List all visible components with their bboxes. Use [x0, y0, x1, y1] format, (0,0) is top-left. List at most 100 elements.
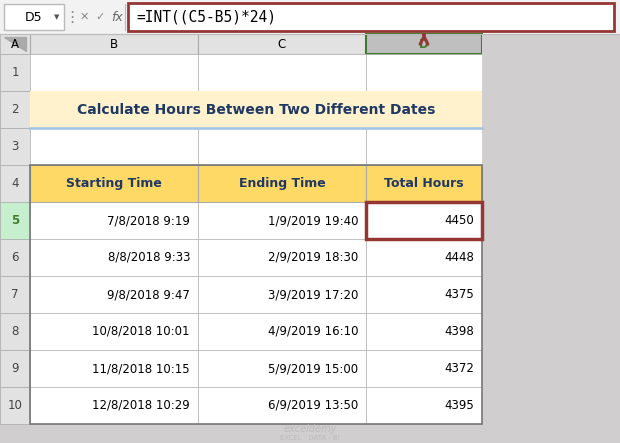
Bar: [482, 387, 620, 424]
Bar: [30, 165, 198, 202]
Bar: [30, 387, 198, 424]
Text: 4448: 4448: [444, 251, 474, 264]
Bar: [482, 34, 620, 54]
Bar: [198, 313, 366, 350]
Bar: [198, 91, 366, 128]
Bar: [0, 239, 30, 276]
Text: 4375: 4375: [445, 288, 474, 301]
Bar: [198, 165, 366, 202]
Bar: [198, 165, 366, 202]
Bar: [198, 34, 366, 54]
Bar: [366, 313, 482, 350]
Text: 4450: 4450: [445, 214, 474, 227]
Text: 2: 2: [11, 103, 19, 116]
Bar: [0, 34, 620, 54]
Bar: [366, 54, 482, 91]
Text: 1/9/2019 19:40: 1/9/2019 19:40: [267, 214, 358, 227]
Bar: [30, 313, 198, 350]
Bar: [0, 54, 30, 91]
Bar: [366, 276, 482, 313]
Text: A: A: [11, 38, 19, 51]
Text: ▼: ▼: [53, 14, 59, 20]
Bar: [482, 91, 620, 128]
Text: ✕: ✕: [79, 12, 89, 22]
Bar: [198, 350, 366, 387]
Bar: [0, 128, 30, 165]
Bar: [198, 202, 366, 239]
Bar: [4, 4, 64, 30]
Text: EXCEL · DATA · BI: EXCEL · DATA · BI: [280, 435, 340, 441]
Bar: [482, 350, 620, 387]
Bar: [0, 387, 30, 424]
Bar: [30, 128, 198, 165]
Text: 5/9/2019 15:00: 5/9/2019 15:00: [268, 362, 358, 375]
Text: 8/8/2018 9:33: 8/8/2018 9:33: [107, 251, 190, 264]
Text: 4372: 4372: [444, 362, 474, 375]
Bar: [482, 239, 620, 276]
Text: D5: D5: [25, 11, 43, 23]
Text: 9: 9: [11, 362, 19, 375]
Text: 5: 5: [11, 214, 19, 227]
Text: B: B: [110, 38, 118, 51]
Bar: [30, 350, 198, 387]
Text: 3: 3: [11, 140, 19, 153]
Bar: [0, 313, 30, 350]
Text: Calculate Hours Between Two Different Dates: Calculate Hours Between Two Different Da…: [77, 102, 435, 117]
Text: 4395: 4395: [445, 399, 474, 412]
Bar: [30, 202, 198, 239]
Bar: [30, 91, 198, 128]
Bar: [482, 276, 620, 313]
Bar: [366, 350, 482, 387]
Bar: [30, 165, 198, 202]
Bar: [482, 54, 620, 91]
Bar: [366, 387, 482, 424]
Text: exceldemy: exceldemy: [283, 424, 337, 434]
Text: fx: fx: [111, 11, 123, 23]
Bar: [0, 0, 620, 34]
Bar: [128, 3, 614, 31]
Bar: [0, 34, 30, 54]
Text: 1: 1: [11, 66, 19, 79]
Bar: [30, 276, 198, 313]
Bar: [0, 91, 30, 128]
Bar: [366, 165, 482, 202]
Text: C: C: [278, 38, 286, 51]
Bar: [30, 165, 482, 424]
Bar: [30, 34, 198, 54]
Text: 7: 7: [11, 288, 19, 301]
Bar: [366, 128, 482, 165]
Bar: [366, 202, 482, 239]
Text: 6: 6: [11, 251, 19, 264]
Bar: [366, 239, 482, 276]
Bar: [482, 313, 620, 350]
Text: Ending Time: Ending Time: [239, 177, 326, 190]
Bar: [366, 34, 482, 54]
Bar: [366, 91, 482, 128]
Bar: [482, 165, 620, 202]
Bar: [482, 128, 620, 165]
Text: 4398: 4398: [445, 325, 474, 338]
Text: ⋮: ⋮: [64, 9, 79, 24]
Text: Total Hours: Total Hours: [384, 177, 464, 190]
Bar: [198, 128, 366, 165]
Bar: [366, 202, 482, 239]
Bar: [0, 202, 30, 239]
Text: ✓: ✓: [95, 12, 105, 22]
Text: 6/9/2019 13:50: 6/9/2019 13:50: [268, 399, 358, 412]
Text: 7/8/2018 9:19: 7/8/2018 9:19: [107, 214, 190, 227]
Bar: [198, 54, 366, 91]
Text: 4: 4: [11, 177, 19, 190]
Bar: [198, 239, 366, 276]
Text: 10: 10: [7, 399, 22, 412]
Bar: [0, 350, 30, 387]
Text: Starting Time: Starting Time: [66, 177, 162, 190]
Text: 4/9/2019 16:10: 4/9/2019 16:10: [267, 325, 358, 338]
Text: 2/9/2019 18:30: 2/9/2019 18:30: [268, 251, 358, 264]
Bar: [0, 165, 30, 202]
Text: 8: 8: [11, 325, 19, 338]
Bar: [198, 387, 366, 424]
Bar: [482, 34, 620, 443]
Text: =INT((C5-B5)*24): =INT((C5-B5)*24): [136, 9, 276, 24]
Text: 11/8/2018 10:15: 11/8/2018 10:15: [92, 362, 190, 375]
Text: 9/8/2018 9:47: 9/8/2018 9:47: [107, 288, 190, 301]
